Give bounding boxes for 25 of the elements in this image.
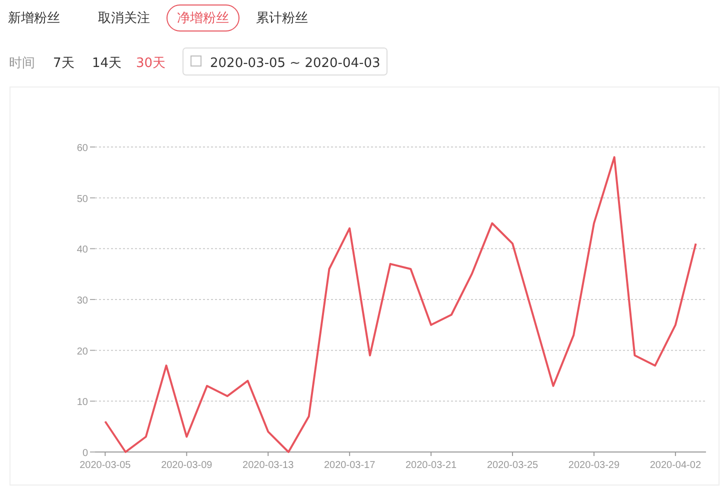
x-tick-label: 2020-03-29: [568, 460, 620, 471]
text: 7天: [53, 56, 74, 71]
text: 净增粉丝: [177, 11, 229, 26]
x-tick-label: 2020-03-05: [80, 460, 132, 471]
x-tick-label: 2020-03-21: [405, 460, 458, 471]
y-tick-label: 30: [76, 296, 88, 306]
text: 时间: [9, 56, 35, 71]
x-tick-label: 2020-04-02: [650, 460, 702, 471]
line-series: [104, 156, 697, 453]
y-tick-label: 20: [76, 346, 88, 358]
y-tick-label: 10: [76, 397, 88, 408]
text: 30天: [136, 56, 166, 71]
y-tick-label: 50: [76, 194, 88, 205]
x-tick-label: 2020-03-25: [486, 460, 539, 471]
y-tick-label: 0: [82, 448, 88, 459]
y-tick-label: 60: [76, 143, 88, 154]
text: 新增粉丝: [8, 11, 60, 26]
text: 14天: [92, 56, 122, 71]
y-tick-label: 40: [76, 244, 88, 256]
x-tick-label: 2020-03-17: [324, 460, 376, 471]
text: 2020-03-05 ~ 2020-04-03: [210, 56, 380, 71]
text: 取消关注: [98, 11, 150, 26]
text: 累计粉丝: [256, 11, 308, 26]
x-tick-label: 2020-03-09: [161, 460, 213, 471]
x-tick-label: 2020-03-13: [242, 460, 294, 471]
